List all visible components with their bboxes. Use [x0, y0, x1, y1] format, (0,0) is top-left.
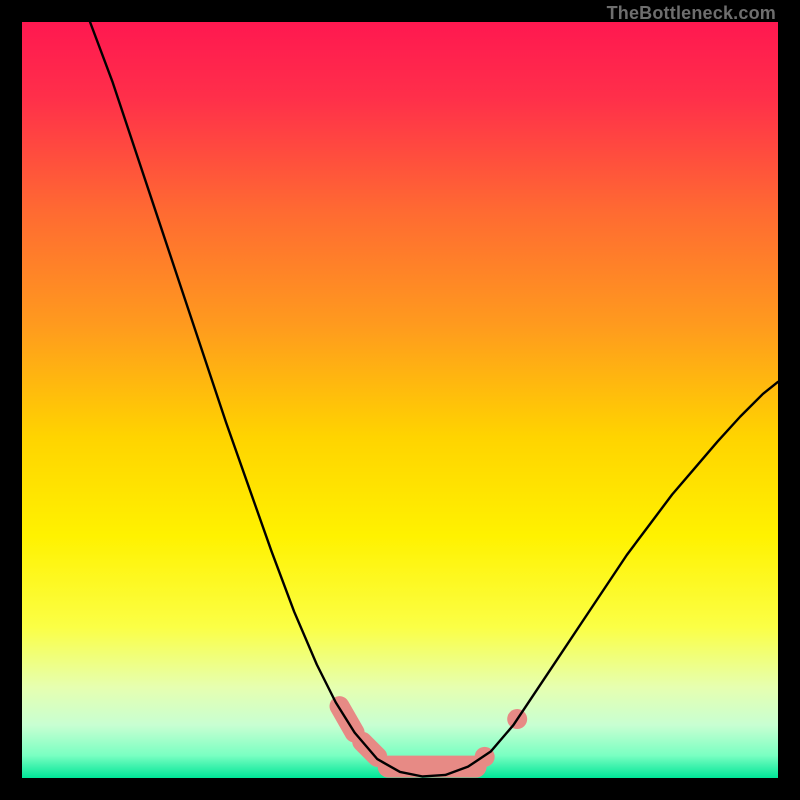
chart-background: [22, 22, 778, 778]
frame-border-right: [778, 0, 800, 800]
frame-border-bottom: [0, 778, 800, 800]
bottleneck-chart: [22, 22, 778, 778]
frame-border-left: [0, 0, 22, 800]
watermark-text: TheBottleneck.com: [607, 3, 776, 24]
chart-svg: [22, 22, 778, 778]
